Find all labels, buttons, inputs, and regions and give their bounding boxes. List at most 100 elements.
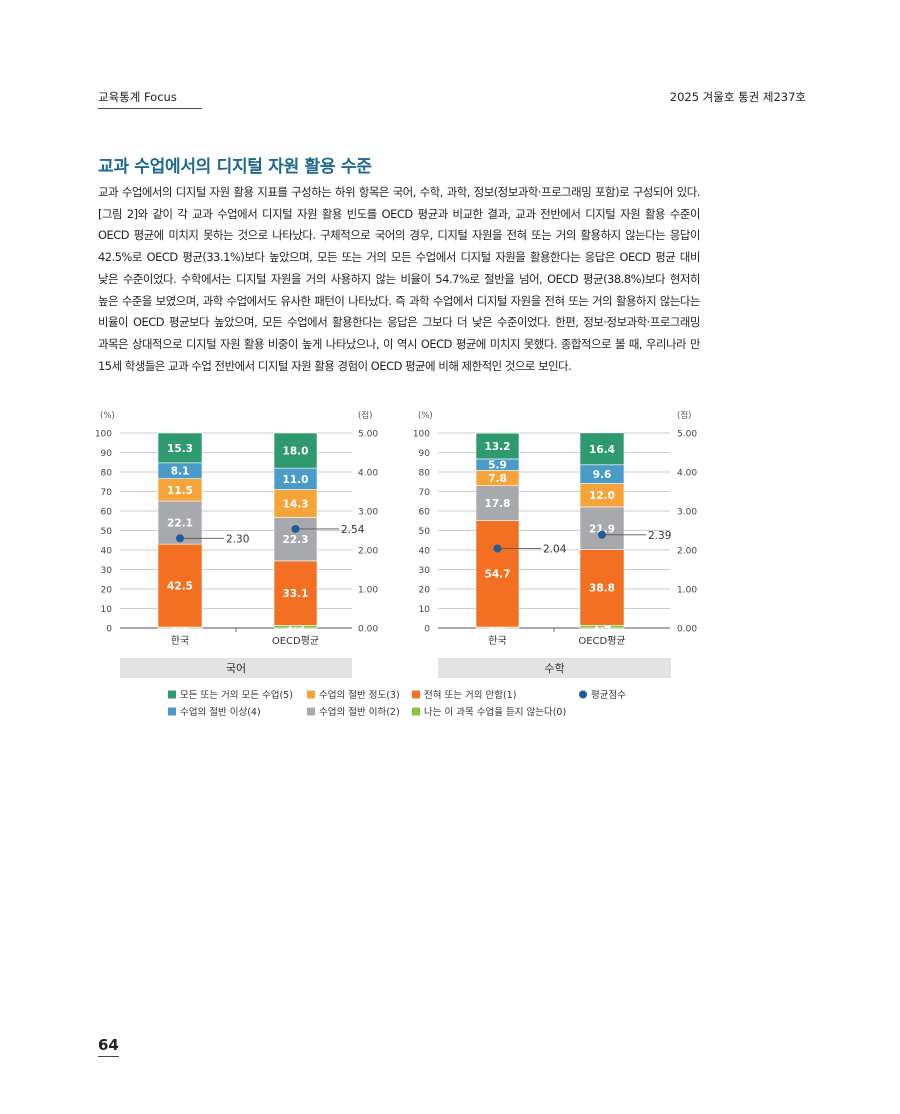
subject-band — [438, 658, 671, 678]
left-tick-label: 0 — [424, 625, 430, 635]
score-value-label: 2.54 — [341, 524, 365, 536]
left-axis-unit: (%) — [100, 411, 115, 421]
bar-value-label: 18.0 — [283, 446, 309, 458]
score-point — [598, 530, 606, 539]
bar-segment — [273, 432, 318, 469]
bar-segment — [157, 432, 203, 464]
bar-segment — [273, 560, 318, 626]
legend-marker — [579, 690, 587, 699]
bar-value-label: 22.3 — [283, 534, 309, 546]
bar-segment — [475, 432, 520, 460]
right-tick-label: 5.00 — [358, 430, 378, 440]
left-tick-label: 50 — [419, 527, 431, 537]
right-tick-label: 5.00 — [677, 430, 697, 440]
right-tick-label: 4.00 — [677, 469, 697, 479]
subject-band — [120, 658, 352, 678]
left-tick-label: 70 — [419, 488, 431, 498]
left-tick-label: 0 — [106, 625, 112, 635]
bar-value-label: 42.5 — [167, 581, 193, 593]
right-axis-unit: (점) — [677, 410, 691, 421]
legend-marker — [168, 690, 176, 699]
bar-segment — [579, 432, 625, 466]
figure-chart: (%) (점) 100 90 80 70 60 50 40 30 20 10 0 5.00 4.00 3.00… — [0, 400, 900, 730]
left-tick-label: 30 — [101, 566, 113, 576]
bar-value-label: 33.1 — [283, 588, 309, 600]
bar-value-label: 11.0 — [283, 474, 309, 486]
bar-value-label: 54.7 — [485, 569, 511, 581]
right-tick-label: 4.00 — [358, 469, 378, 479]
bar-value-label: 22.1 — [167, 518, 193, 530]
legend-label: 평균점수 — [591, 689, 626, 701]
subject-label: 국어 — [226, 662, 246, 675]
left-tick-label: 10 — [419, 605, 431, 615]
left-tick-label: 20 — [101, 586, 113, 596]
legend-label: 전혀 또는 거의 안함(1) — [424, 690, 516, 701]
bar-value-label: 14.3 — [283, 498, 309, 510]
subject-label: 수학 — [544, 662, 564, 675]
score-point — [176, 534, 184, 543]
bar-value-label: 9.6 — [593, 469, 612, 481]
left-tick-label: 70 — [101, 488, 113, 498]
score-value-label: 2.39 — [648, 530, 671, 542]
bar-value-label: 15.3 — [167, 443, 193, 455]
right-tick-label: 3.00 — [677, 508, 697, 518]
left-tick-label: 80 — [101, 469, 113, 479]
bar-segment — [157, 543, 203, 628]
score-point — [493, 544, 502, 553]
legend-marker — [307, 690, 315, 699]
legend-label: 모든 또는 거의 모든 수업(5) — [180, 689, 293, 701]
right-tick-label: 1.00 — [358, 586, 378, 596]
right-tick-label: 0.00 — [358, 625, 378, 635]
left-tick-label: 20 — [419, 586, 431, 596]
category-label: 한국 — [488, 635, 506, 647]
score-value-label: 2.30 — [226, 533, 249, 545]
left-tick-label: 60 — [419, 508, 431, 518]
body-paragraph: 교과 수업에서의 디지털 자원 활용 지표를 구성하는 하위 항목은 국어, 수… — [98, 185, 700, 373]
right-tick-label: 3.00 — [358, 508, 378, 518]
left-axis-unit: (%) — [418, 411, 433, 421]
left-tick-label: 50 — [101, 527, 113, 537]
score-value-label: 2.04 — [543, 543, 567, 555]
bar-segment — [475, 520, 520, 628]
category-label: OECD평균 — [578, 635, 625, 647]
left-tick-label: 100 — [413, 430, 430, 440]
bar-value-label: 21.9 — [589, 523, 615, 535]
bar-value-label: 38.8 — [589, 582, 615, 594]
right-tick-label: 1.00 — [677, 586, 697, 596]
left-tick-label: 30 — [419, 566, 431, 576]
legend-marker — [168, 707, 176, 716]
legend-marker — [412, 707, 420, 716]
left-tick-label: 60 — [101, 508, 113, 518]
legend-label: 나는 이 과목 수업을 듣지 않는다(0) — [424, 706, 566, 718]
bar-value-label: 11.5 — [167, 485, 193, 497]
bar-segment — [579, 549, 625, 626]
section-title: 교과 수업에서의 디지털 자원 활용 수준 — [98, 157, 372, 177]
bar-value-label: 13.2 — [485, 441, 511, 453]
right-tick-label: 0.00 — [677, 625, 697, 635]
category-label: 한국 — [171, 635, 189, 647]
bar-value-label: 17.8 — [485, 498, 511, 510]
bar-value-label: 16.4 — [589, 444, 615, 456]
score-point — [291, 524, 300, 533]
left-tick-label: 10 — [101, 605, 113, 615]
legend-marker — [412, 690, 420, 699]
left-tick-label: 90 — [101, 449, 113, 459]
legend-marker — [307, 707, 315, 716]
left-tick-label: 40 — [419, 547, 431, 557]
right-tick-label: 2.00 — [358, 547, 378, 557]
left-tick-label: 100 — [95, 430, 112, 440]
bar-segment — [475, 485, 520, 521]
left-tick-label: 80 — [419, 469, 431, 479]
bar-value-label: 5.9 — [488, 460, 507, 472]
page-number: 64 — [98, 1036, 119, 1057]
bar-segment — [273, 517, 318, 562]
header-section-label: 교육통계 Focus — [98, 89, 202, 109]
bar-value-label: 7.8 — [488, 473, 507, 485]
stacked-bar-chart: (%) (점)10090807060504030201005.004.003.00… — [95, 410, 698, 718]
legend-label: 수업의 절반 이상(4) — [180, 706, 261, 718]
header-issue-label: 2025 겨울호 통권 제237호 — [669, 90, 806, 104]
bar-value-label: 12.0 — [589, 490, 615, 502]
bar-segment — [579, 506, 625, 550]
legend-label: 수업의 절반 이하(2) — [319, 706, 400, 718]
left-tick-label: 90 — [419, 449, 431, 459]
